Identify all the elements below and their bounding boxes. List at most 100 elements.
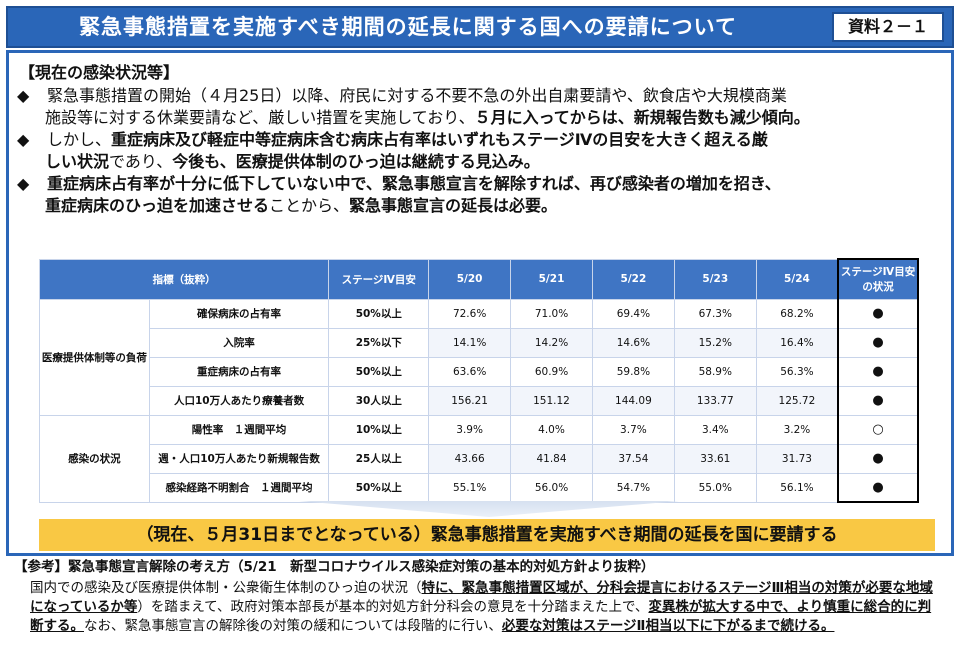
down-arrow-icon bbox=[299, 501, 679, 517]
status-mark: ● bbox=[837, 356, 919, 387]
indicator-value: 14.1% bbox=[428, 327, 512, 358]
diamond-bullet-icon: ◆ bbox=[17, 130, 30, 149]
reference-text: 国内での感染及び医療提供体制・公衆衛生体制のひっ迫の状況（ bbox=[30, 580, 422, 596]
bullet-1-emphasis: ５月に入ってからは、新規報告数も減少傾向。 bbox=[474, 108, 810, 127]
bullet-1: ◆ 緊急事態措置の開始（４月25日）以降、府民に対する不要不急の外出自粛要請や、飲… bbox=[17, 85, 937, 129]
bullet-3: ◆ 重症病床占有率が十分に低下していない中で、緊急事態宣言を解除すれば、再び感染者… bbox=[17, 173, 937, 217]
indicator-value: 41.84 bbox=[510, 443, 593, 474]
header-date: 5/20 bbox=[428, 258, 512, 300]
indicator-value: 59.8% bbox=[591, 356, 675, 387]
indicator-value: 37.54 bbox=[591, 443, 675, 474]
indicator-value: 3.7% bbox=[591, 414, 675, 445]
bullet-3-emphasis-a: 重症病床占有率が十分に低下していない中で、緊急事態宣言を解除すれば、再び感染者の… bbox=[47, 174, 781, 193]
page-title: 緊急事態措置を実施すべき期間の延長に関する国への要請について bbox=[79, 15, 737, 39]
indicator-value: 3.4% bbox=[673, 414, 757, 445]
table-row: 人口10万人あたり療養者数 30人以上 156.21 151.12 144.09… bbox=[40, 385, 919, 416]
status-mark: ● bbox=[837, 327, 919, 358]
request-banner: （現在、５月31日までとなっている）緊急事態措置を実施すべき期間の延長を国に要請… bbox=[39, 519, 935, 551]
bullet-1-text-a: 緊急事態措置の開始（４月25日）以降、府民に対する不要不急の外出自粛要請や、飲食… bbox=[47, 86, 787, 105]
indicator-value: 60.9% bbox=[510, 356, 593, 387]
indicator-value: 15.2% bbox=[673, 327, 757, 358]
indicator-name: 人口10万人あたり療養者数 bbox=[148, 385, 330, 416]
indicator-value: 43.66 bbox=[428, 443, 512, 474]
indicator-value: 58.9% bbox=[673, 356, 757, 387]
indicator-value: 14.6% bbox=[591, 327, 675, 358]
bullet-2-text-b: であり、 bbox=[109, 152, 173, 171]
bullet-1-text-b: 施設等に対する休業要請など、厳しい措置を実施しており、 bbox=[45, 108, 475, 127]
indicator-value: 56.1% bbox=[755, 472, 839, 503]
indicator-target: 50%以上 bbox=[328, 472, 430, 503]
reference-text: なお、緊急事態宣言の解除後の対策の緩和については段階的に行い、 bbox=[84, 618, 502, 634]
indicator-value: 16.4% bbox=[755, 327, 839, 358]
bullet-2-text-a: しかし、 bbox=[47, 130, 112, 149]
bullet-3-emphasis-b: 重症病床のひっ迫を加速させる bbox=[45, 196, 270, 215]
indicator-value: 144.09 bbox=[591, 385, 675, 416]
group-label-medical: 医療提供体制等の負荷 bbox=[39, 298, 150, 416]
header-date: 5/24 bbox=[755, 258, 839, 300]
header-indicator: 指標（抜粋） bbox=[38, 258, 330, 300]
table-row: 感染の状況 陽性率 １週間平均 10%以上 3.9% 4.0% 3.7% 3.4… bbox=[39, 414, 919, 503]
reference-emphasis: 特に、緊急事態措置区域が、分科会提言におけるステージⅢ相当の対策が必要な地域にな… bbox=[30, 580, 933, 615]
diamond-bullet-icon: ◆ bbox=[17, 86, 30, 105]
table-row: 週・人口10万人あたり新規報告数 25人以上 43.66 41.84 37.54… bbox=[40, 443, 919, 474]
table-row: 重症病床の占有率 50%以上 63.6% 60.9% 59.8% 58.9% 5… bbox=[40, 356, 919, 387]
header-date: 5/23 bbox=[673, 258, 757, 300]
indicator-value: 63.6% bbox=[428, 356, 512, 387]
indicator-value: 55.0% bbox=[673, 472, 757, 503]
indicator-value: 125.72 bbox=[755, 385, 839, 416]
table-row: 入院率 25%以下 14.1% 14.2% 14.6% 15.2% 16.4% … bbox=[40, 327, 919, 358]
header-date: 5/21 bbox=[510, 258, 593, 300]
main-panel: 【現在の感染状況等】 ◆ 緊急事態措置の開始（４月25日）以降、府民に対する不要不… bbox=[6, 50, 954, 556]
indicator-name: 陽性率 １週間平均 bbox=[148, 414, 330, 445]
indicator-value: 56.3% bbox=[755, 356, 839, 387]
indicator-target: 30人以上 bbox=[328, 385, 430, 416]
header-status: ステージⅣ目安の状況 bbox=[837, 258, 919, 300]
table-row: 医療提供体制等の負荷 確保病床の占有率 50%以上 72.6% 71.0% 69… bbox=[39, 298, 919, 416]
indicator-value: 151.12 bbox=[510, 385, 593, 416]
bullet-3-emphasis-c: 緊急事態宣言の延長は必要。 bbox=[349, 196, 558, 215]
group-label-infection: 感染の状況 bbox=[39, 414, 150, 503]
reference-emphasis: 変異株が拡大する中で、より慎重に総合的に判断する。 bbox=[30, 599, 932, 634]
reference-text: ）を踏まえて、政府対策本部長が基本的対処方針分科会の意見を十分踏まえた上で、 bbox=[137, 599, 649, 615]
indicator-value: 54.7% bbox=[591, 472, 675, 503]
indicator-name: 重症病床の占有率 bbox=[148, 356, 330, 387]
table-row: 感染経路不明割合 １週間平均 50%以上 55.1% 56.0% 54.7% 5… bbox=[40, 472, 919, 503]
indicator-value: 55.1% bbox=[428, 472, 512, 503]
header-target: ステージⅣ目安 bbox=[328, 258, 430, 300]
indicator-value: 14.2% bbox=[510, 327, 593, 358]
indicator-value: 133.77 bbox=[673, 385, 757, 416]
indicator-name: 入院率 bbox=[148, 327, 330, 358]
indicator-target: 50%以上 bbox=[328, 298, 430, 329]
indicator-value: 69.4% bbox=[591, 298, 675, 329]
title-bar: 緊急事態措置を実施すべき期間の延長に関する国への要請について 資料２－１ bbox=[6, 6, 954, 48]
situation-heading: 【現在の感染状況等】 bbox=[19, 63, 180, 82]
indicator-value: 31.73 bbox=[755, 443, 839, 474]
bullet-2-emphasis-b: しい状況 bbox=[45, 152, 110, 171]
reference-section: 【参考】緊急事態宣言解除の考え方（5/21 新型コロナウイルス感染症対策の基本的… bbox=[14, 558, 944, 636]
bullet-2-emphasis-c: 今後も、医療提供体制のひっ迫は継続する見込み。 bbox=[172, 152, 540, 171]
indicator-value: 3.9% bbox=[428, 414, 512, 445]
indicator-name: 感染経路不明割合 １週間平均 bbox=[148, 472, 330, 503]
header-date: 5/22 bbox=[591, 258, 675, 300]
indicator-target: 25人以上 bbox=[328, 443, 430, 474]
bullet-2: ◆ しかし、重症病床及び軽症中等症病床含む病床占有率はいずれもステージⅣの目安を大… bbox=[17, 129, 937, 173]
status-mark: ● bbox=[837, 472, 919, 503]
indicator-value: 56.0% bbox=[510, 472, 593, 503]
reference-title: 【参考】緊急事態宣言解除の考え方（5/21 新型コロナウイルス感染症対策の基本的… bbox=[14, 559, 655, 575]
indicator-value: 72.6% bbox=[428, 298, 512, 329]
status-mark: ● bbox=[837, 298, 919, 329]
indicator-target: 25%以下 bbox=[328, 327, 430, 358]
indicator-target: 10%以上 bbox=[328, 414, 430, 445]
indicator-value: 67.3% bbox=[673, 298, 757, 329]
reference-body: 国内での感染及び医療提供体制・公衆衛生体制のひっ迫の状況（特に、緊急事態措置区域… bbox=[14, 579, 944, 636]
bullet-2-emphasis-a: 重症病床及び軽症中等症病床含む病床占有率はいずれもステージⅣの目安を大きく超える… bbox=[111, 130, 768, 149]
indicator-value: 3.2% bbox=[755, 414, 839, 445]
status-mark: ● bbox=[837, 443, 919, 474]
indicator-name: 確保病床の占有率 bbox=[148, 298, 330, 329]
indicator-value: 68.2% bbox=[755, 298, 839, 329]
indicator-target: 50%以上 bbox=[328, 356, 430, 387]
table-header-row: 指標（抜粋） ステージⅣ目安 5/20 5/21 5/22 5/23 5/24 … bbox=[38, 258, 919, 300]
indicator-value: 4.0% bbox=[510, 414, 593, 445]
bullet-3-text: ことから、 bbox=[269, 196, 350, 215]
indicator-value: 33.61 bbox=[673, 443, 757, 474]
